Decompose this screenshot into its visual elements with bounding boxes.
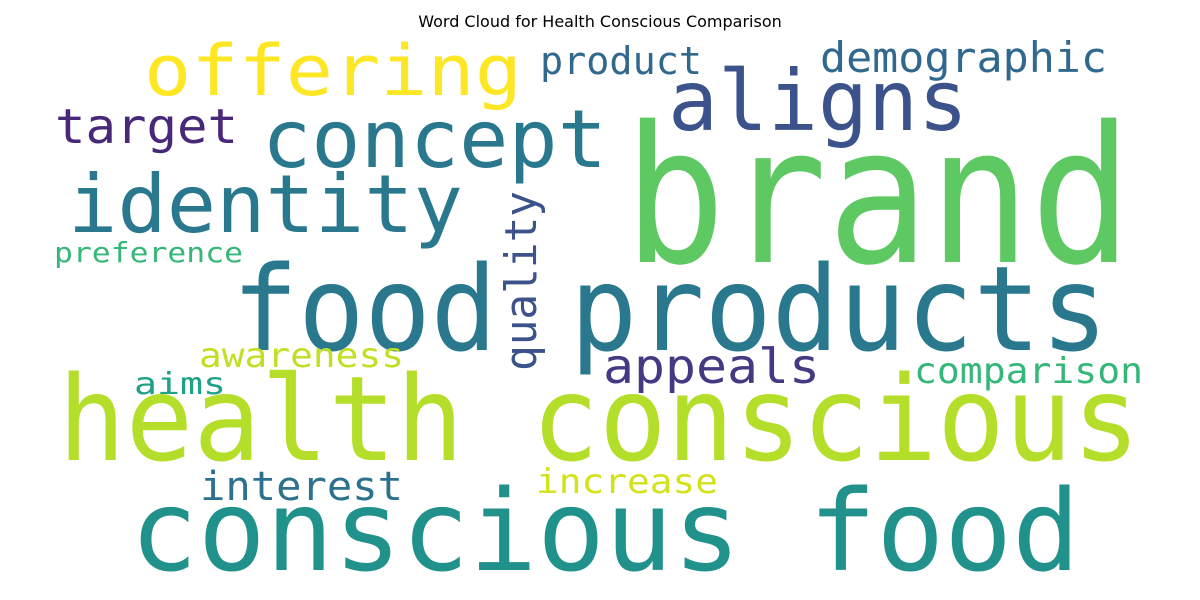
word-demographic: demographic — [820, 33, 1107, 82]
chart-title: Word Cloud for Health Conscious Comparis… — [418, 12, 782, 31]
word-aligns: aligns — [668, 52, 968, 150]
word-health-conscious: health conscious — [58, 350, 1140, 488]
word-products: products — [570, 240, 1108, 378]
word-comparison: comparison — [914, 351, 1143, 392]
word-target: target — [55, 99, 238, 155]
word-food: food — [232, 240, 497, 378]
word-offering: offering — [144, 30, 522, 112]
word-quality: quality — [496, 191, 547, 371]
word-brand: brand — [624, 86, 1132, 307]
word-interest: interest — [200, 464, 403, 510]
word-preference: preference — [54, 236, 243, 269]
word-awareness: awareness — [199, 336, 404, 376]
word-identity: identity — [68, 158, 463, 251]
word-product: product — [540, 39, 702, 83]
word-appeals: appeals — [603, 339, 820, 395]
word-concept: concept — [262, 93, 607, 186]
word-increase: increase — [536, 462, 718, 502]
word-aims: aims — [134, 367, 226, 402]
word-conscious-food: conscious food — [130, 467, 1080, 597]
